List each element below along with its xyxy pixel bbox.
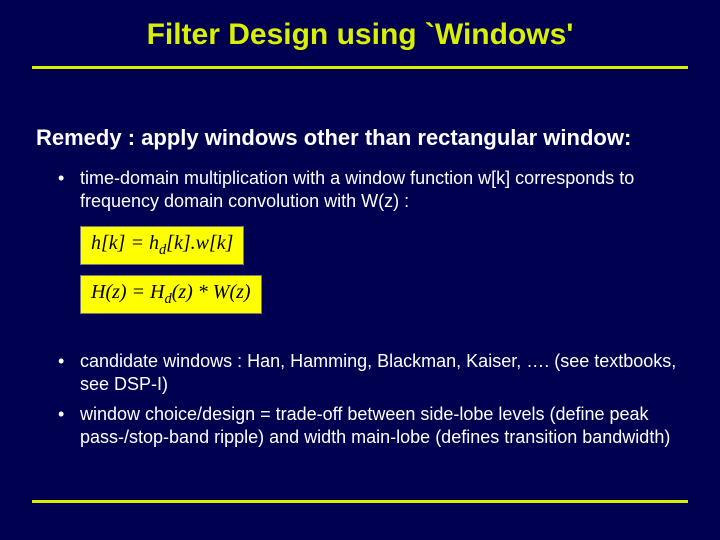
- bullet-list-bottom: candidate windows : Han, Hamming, Blackm…: [36, 350, 684, 448]
- equation-2: H(z) = Hd(z) * W(z): [80, 275, 262, 314]
- slide-title: Filter Design using `Windows': [0, 0, 720, 66]
- list-item: window choice/design = trade-off between…: [58, 403, 684, 448]
- divider-bottom: [32, 500, 688, 503]
- slide-content: Remedy : apply windows other than rectan…: [0, 69, 720, 448]
- equation-1: h[k] = hd[k].w[k]: [80, 226, 244, 265]
- bullet-list-top: time-domain multiplication with a window…: [36, 167, 684, 212]
- list-item: candidate windows : Han, Hamming, Blackm…: [58, 350, 684, 395]
- remedy-heading: Remedy : apply windows other than rectan…: [36, 125, 684, 151]
- list-item: time-domain multiplication with a window…: [58, 167, 684, 212]
- equation-block: h[k] = hd[k].w[k] H(z) = Hd(z) * W(z): [36, 226, 684, 324]
